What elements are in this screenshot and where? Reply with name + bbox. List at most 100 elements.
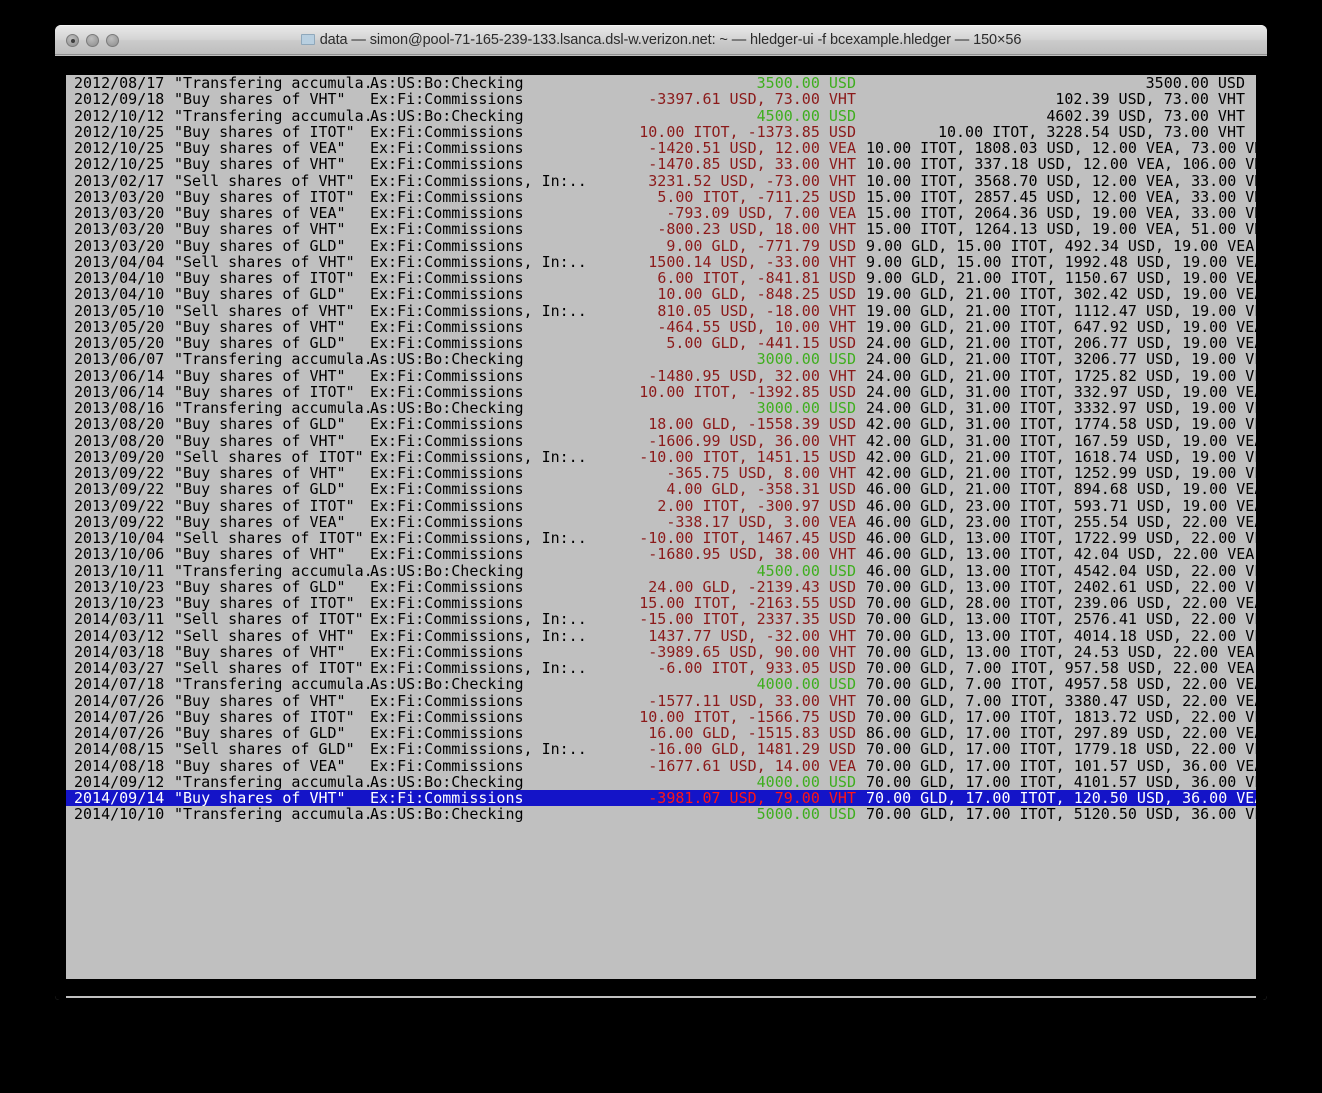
footer-key-back[interactable]: left:back [426,995,507,997]
table-row[interactable]: 2013/05/10 "Sell shares of VHT" Ex:Fi:Comm… [66,302,1256,319]
table-row[interactable]: 2014/03/11 "Sell shares of ITOT" Ex:Fi:Com… [66,611,1256,628]
transaction-description: "Buy shares of ITOT" [174,707,355,726]
terminal-window[interactable]: data — simon@pool-71-165-239-133.lsanca.… [55,25,1267,1000]
transaction-date: 2014/09/14 [74,789,165,807]
transaction-account: Ex:Fi:Commissions [370,122,524,141]
table-row[interactable]: 2013/09/22 "Buy shares of VEA" Ex:Fi:Commi… [66,512,1256,531]
transaction-amount: -1677.61 USD, 14.00 VEA [648,756,856,775]
transaction-account: As:US:Bo:Checking [370,772,524,791]
transaction-amount: 4.00 GLD, -358.31 USD [666,480,856,499]
transactions-list[interactable]: 2012/08/17 "Transfering accumula.. As:US:B… [66,75,1256,823]
footer-key-cleared[interactable]: C:cleared? [517,995,607,997]
footer-key-transaction[interactable]: right/enter:transaction [616,995,824,997]
zoom-button[interactable] [106,33,119,47]
transaction-date: 2013/09/22 [74,512,165,531]
transaction-amount: 10.00 ITOT, -1373.85 USD [639,122,856,141]
table-row[interactable]: 2013/06/14 "Buy shares of VHT" Ex:Fi:Commi… [66,367,1256,384]
table-row[interactable]: 2013/04/10 "Buy shares of GLD" Ex:Fi:Commi… [66,285,1256,304]
hledger-footer-bar: ———————————— left:back C:cleared? right/… [66,979,1256,996]
transaction-description: "Buy shares of VEA" [174,756,346,775]
table-row[interactable]: 2013/05/20 "Buy shares of VHT" Ex:Fi:Commi… [66,318,1256,335]
running-balance: 10.00 ITOT, 3568.70 USD, 12.00 VEA, 33.0… [866,171,1256,190]
table-row[interactable]: 2012/10/25 "Buy shares of VHT" Ex:Fi:Commi… [66,155,1256,174]
table-row[interactable]: 2012/10/25 "Buy shares of ITOT" Ex:Fi:Comm… [66,122,1256,141]
table-row[interactable]: 2014/09/14 "Buy shares of VHT" Ex:Fi:Commi… [66,790,1256,806]
table-row[interactable]: 2013/03/20 "Buy shares of VHT" Ex:Fi:Commi… [66,220,1256,239]
transaction-date: 2013/10/04 [74,529,165,547]
footer-right-rule: ———————————— [977,995,1085,997]
table-row[interactable]: 2012/08/17 "Transfering accumula.. As:US:B… [66,75,1256,92]
table-row[interactable]: 2014/03/12 "Sell shares of VHT" Ex:Fi:Comm… [66,627,1256,644]
table-row[interactable]: 2013/03/20 "Buy shares of VEA" Ex:Fi:Commi… [66,205,1256,222]
table-row[interactable]: 2013/02/17 "Sell shares of VHT" Ex:Fi:Comm… [66,171,1256,190]
table-row[interactable]: 2013/05/20 "Buy shares of GLD" Ex:Fi:Commi… [66,335,1256,352]
transaction-date: 2012/10/25 [74,155,165,174]
transaction-date: 2013/03/20 [74,220,165,239]
transaction-account: Ex:Fi:Commissions [370,545,524,564]
transaction-description: "Buy shares of GLD" [174,724,346,742]
table-row[interactable]: 2014/03/27 "Sell shares of ITOT" Ex:Fi:Com… [66,659,1256,677]
table-row[interactable]: 2012/09/18 "Buy shares of VHT" Ex:Fi:Commi… [66,91,1256,108]
transaction-amount: -365.75 USD, 8.00 VHT [666,464,856,482]
table-row[interactable]: 2012/10/25 "Buy shares of VEA" Ex:Fi:Commi… [66,140,1256,157]
table-row[interactable]: 2014/08/18 "Buy shares of VEA" Ex:Fi:Commi… [66,756,1256,775]
table-row[interactable]: 2013/10/06 "Buy shares of VHT" Ex:Fi:Commi… [66,545,1256,564]
transaction-amount: 4000.00 USD [756,772,856,791]
table-row[interactable]: 2013/03/20 "Buy shares of ITOT" Ex:Fi:Comm… [66,188,1256,205]
transaction-amount: 4500.00 USD [756,106,856,125]
transaction-account: Ex:Fi:Commissions [370,464,524,482]
transaction-amount: -6.00 ITOT, 933.05 USD [657,659,856,677]
table-row[interactable]: 2013/06/07 "Transfering accumula.. As:US:B… [66,351,1256,368]
footer-keys[interactable]: left:back C:cleared? right/enter:transac… [417,995,977,997]
transaction-description: "Buy shares of GLD" [174,236,346,255]
table-row[interactable]: 2013/09/20 "Sell shares of ITOT" Ex:Fi:Com… [66,448,1256,465]
footer-key-reload[interactable]: g:reload [833,995,905,997]
table-row[interactable]: 2013/08/20 "Buy shares of GLD" Ex:Fi:Commi… [66,416,1256,433]
transaction-description: "Buy shares of GLD" [174,577,346,596]
transaction-amount: 3000.00 USD [756,399,856,417]
minimize-button[interactable] [86,33,99,47]
table-row[interactable]: 2013/04/04 "Sell shares of VHT" Ex:Fi:Comm… [66,253,1256,270]
footer-key-description: transaction [724,995,823,997]
table-row[interactable]: 2014/03/18 "Buy shares of VHT" Ex:Fi:Commi… [66,643,1256,660]
table-row[interactable]: 2013/08/16 "Transfering accumula.. As:US:B… [66,399,1256,417]
table-row[interactable]: 2013/09/22 "Buy shares of ITOT" Ex:Fi:Comm… [66,497,1256,514]
running-balance: 24.00 GLD, 31.00 ITOT, 3332.97 USD, 19.0… [866,399,1256,417]
running-balance: 46.00 GLD, 13.00 ITOT, 4542.04 USD, 22.0… [866,561,1256,580]
footer-key-separator: : [842,995,851,997]
running-balance: 70.00 GLD, 17.00 ITOT, 101.57 USD, 36.00… [866,756,1256,775]
footer-key-quit[interactable]: q:quit [914,995,968,997]
table-row[interactable]: 2012/10/12 "Transfering accumula.. As:US:B… [66,106,1256,125]
close-button[interactable] [66,33,79,47]
table-row[interactable]: 2013/10/11 "Transfering accumula.. As:US:B… [66,561,1256,580]
table-row[interactable]: 2014/10/10 "Transfering accumula.. As:US:B… [66,805,1256,824]
table-row[interactable]: 2013/04/10 "Buy shares of ITOT" Ex:Fi:Comm… [66,270,1256,287]
footer-key-label: C [517,995,526,997]
window-controls[interactable] [66,33,119,47]
transaction-account: Ex:Fi:Commissions [370,480,524,499]
transaction-amount: 10.00 ITOT, -1392.85 USD [639,382,856,401]
transaction-account: As:US:Bo:Checking [370,106,524,125]
table-row[interactable]: 2014/07/26 "Buy shares of ITOT" Ex:Fi:Comm… [66,707,1256,726]
table-row[interactable]: 2013/03/20 "Buy shares of GLD" Ex:Fi:Commi… [66,236,1256,255]
transaction-date: 2013/08/16 [74,399,165,417]
transaction-amount: 4000.00 USD [756,675,856,694]
transaction-amount: -800.23 USD, 18.00 VHT [657,220,856,239]
window-titlebar[interactable]: data — simon@pool-71-165-239-133.lsanca.… [55,25,1267,55]
table-row[interactable]: 2013/10/04 "Sell shares of ITOT" Ex:Fi:Com… [66,529,1256,547]
table-row[interactable]: 2013/10/23 "Buy shares of GLD" Ex:Fi:Commi… [66,577,1256,596]
hledger-ui-screen[interactable]: ————————————————————————————————————————… [66,58,1256,998]
table-row[interactable]: 2013/08/20 "Buy shares of VHT" Ex:Fi:Commi… [66,432,1256,449]
table-row[interactable]: 2014/08/15 "Sell shares of GLD" Ex:Fi:Comm… [66,741,1256,758]
terminal-body[interactable]: ————————————————————————————————————————… [55,56,1267,1000]
table-row[interactable]: 2013/09/22 "Buy shares of GLD" Ex:Fi:Commi… [66,480,1256,499]
transaction-amount: 10.00 GLD, -848.25 USD [657,285,856,304]
table-row[interactable]: 2014/07/18 "Transfering accumula.. As:US:B… [66,675,1256,694]
table-row[interactable]: 2013/10/23 "Buy shares of ITOT" Ex:Fi:Comm… [66,595,1256,612]
transaction-description: "Transfering accumula.. [174,805,382,824]
table-row[interactable]: 2014/07/26 "Buy shares of VHT" Ex:Fi:Commi… [66,692,1256,709]
table-row[interactable]: 2014/07/26 "Buy shares of GLD" Ex:Fi:Commi… [66,724,1256,742]
table-row[interactable]: 2013/09/22 "Buy shares of VHT" Ex:Fi:Commi… [66,464,1256,482]
table-row[interactable]: 2013/06/14 "Buy shares of ITOT" Ex:Fi:Comm… [66,382,1256,401]
table-row[interactable]: 2014/09/12 "Transfering accumula.. As:US:B… [66,772,1256,791]
